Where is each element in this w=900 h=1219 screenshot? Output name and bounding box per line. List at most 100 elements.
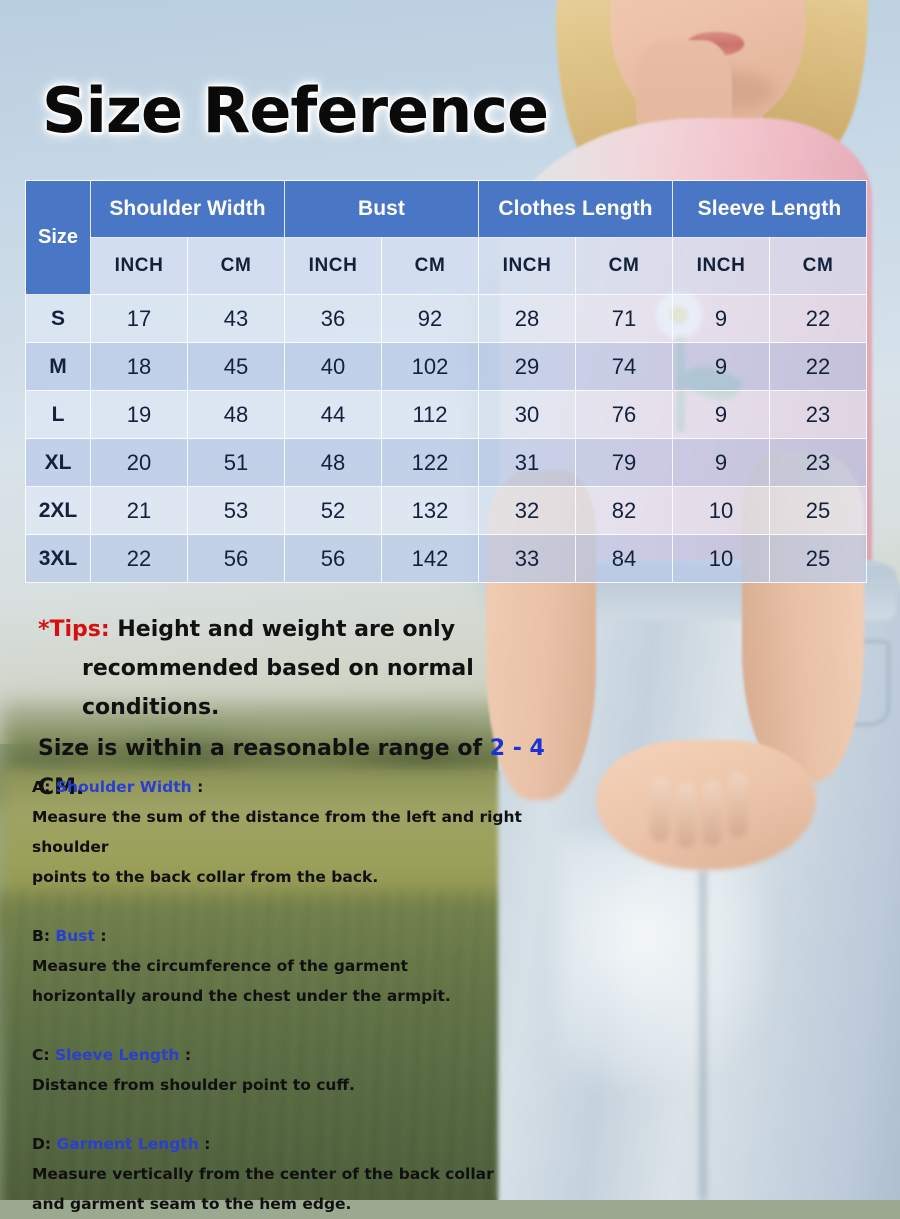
cell-value: 79 [575, 438, 673, 487]
cell-value: 142 [381, 534, 479, 583]
cell-value: 102 [381, 342, 479, 391]
note-key: Shoulder Width [55, 778, 192, 796]
table-row: L 19 48 44 112 30 76 9 23 [25, 390, 867, 439]
cell-value: 19 [90, 390, 188, 439]
size-note-after: CM. [38, 775, 85, 800]
note-key: Garment Length [56, 1135, 199, 1153]
cell-value: 20 [90, 438, 188, 487]
header-row-units: INCH CM INCH CM INCH CM INCH CM [26, 237, 867, 295]
note-heading: B: Bust : [32, 921, 592, 951]
cell-size: XL [25, 438, 91, 487]
tips-line-1: *Tips: Height and weight are only [38, 610, 558, 649]
cell-value: 22 [769, 294, 867, 343]
size-reference-table: Size Shoulder Width Bust Clothes Length … [25, 180, 867, 583]
note-body-line-1: Measure the circumference of the garment [32, 957, 409, 975]
cell-value: 52 [284, 486, 382, 535]
cell-value: 71 [575, 294, 673, 343]
table-row: 3XL 22 56 56 142 33 84 10 25 [25, 534, 867, 583]
cell-size: 3XL [25, 534, 91, 583]
cell-value: 21 [90, 486, 188, 535]
cell-value: 43 [187, 294, 285, 343]
cell-value: 56 [187, 534, 285, 583]
note-letter: D: [32, 1135, 52, 1153]
cell-value: 53 [187, 486, 285, 535]
note-colon: : [184, 1046, 192, 1064]
cell-size: L [25, 390, 91, 439]
note-block-b: B: Bust : Measure the circumference of t… [32, 921, 592, 1011]
cell-value: 25 [769, 534, 867, 583]
cell-size: S [25, 294, 91, 343]
cell-value: 36 [284, 294, 382, 343]
cell-value: 17 [90, 294, 188, 343]
cell-value: 48 [187, 390, 285, 439]
note-letter: A: [32, 778, 51, 796]
cell-value: 40 [284, 342, 382, 391]
header-group-clothes-length: Clothes Length [478, 180, 673, 238]
note-body-line-2: points to the back collar from the back. [32, 868, 379, 886]
cell-value: 10 [672, 534, 770, 583]
cell-value: 25 [769, 486, 867, 535]
table-row: M 18 45 40 102 29 74 9 22 [25, 342, 867, 391]
jeans-seam [700, 870, 706, 1200]
page-title: Size Reference [42, 74, 549, 147]
header-unit-sleeve-inch: INCH [672, 237, 770, 295]
cell-value: 30 [478, 390, 576, 439]
cell-value: 82 [575, 486, 673, 535]
note-body-line-1: Distance from shoulder point to cuff. [32, 1076, 355, 1094]
table-head: Size Shoulder Width Bust Clothes Length … [25, 180, 867, 295]
cell-value: 76 [575, 390, 673, 439]
note-colon: : [197, 778, 204, 796]
cell-value: 10 [672, 486, 770, 535]
note-key: Sleeve Length [54, 1046, 180, 1064]
tips-text-1: Height and weight are only [117, 617, 456, 642]
cell-value: 56 [284, 534, 382, 583]
header-unit-shoulder-cm: CM [187, 237, 285, 295]
note-body-line-1: Measure vertically from the center of th… [32, 1165, 494, 1183]
cell-value: 122 [381, 438, 479, 487]
header-group-bust: Bust [284, 180, 479, 238]
cell-value: 132 [381, 486, 479, 535]
cell-value: 48 [284, 438, 382, 487]
cell-value: 9 [672, 390, 770, 439]
note-colon: : [204, 1135, 211, 1153]
header-row-groups: Size Shoulder Width Bust Clothes Length … [25, 180, 867, 295]
finger [702, 780, 722, 846]
cell-value: 9 [672, 342, 770, 391]
cell-value: 51 [187, 438, 285, 487]
header-unit-bust-cm: CM [381, 237, 479, 295]
note-colon: : [100, 927, 107, 945]
table-row: S 17 43 36 92 28 71 9 22 [25, 294, 867, 343]
note-body-line-1: Measure the sum of the distance from the… [32, 808, 522, 856]
header-group-sleeve-length: Sleeve Length [672, 180, 867, 238]
size-note-range: 2 - 4 [489, 736, 545, 761]
tips-size-note: Size is within a reasonable range of 2 -… [38, 729, 558, 807]
cell-value: 31 [478, 438, 576, 487]
cell-value: 28 [478, 294, 576, 343]
note-block-a: A: Shoulder Width : Measure the sum of t… [32, 772, 592, 892]
cell-value: 33 [478, 534, 576, 583]
cell-value: 22 [90, 534, 188, 583]
header-unit-shoulder-inch: INCH [90, 237, 188, 295]
table-body: S 17 43 36 92 28 71 9 22 M 18 45 40 102 … [25, 294, 867, 583]
cell-value: 29 [478, 342, 576, 391]
cell-value: 112 [381, 390, 479, 439]
note-block-d: D: Garment Length : Measure vertically f… [32, 1129, 592, 1219]
cell-value: 22 [769, 342, 867, 391]
size-note-before: Size is within a reasonable range of [38, 736, 483, 761]
note-letter: B: [32, 927, 51, 945]
table-row: 2XL 21 53 52 132 32 82 10 25 [25, 486, 867, 535]
cell-value: 92 [381, 294, 479, 343]
cell-size: M [25, 342, 91, 391]
note-heading: D: Garment Length : [32, 1129, 592, 1159]
tips-text-3: conditions. [82, 695, 220, 720]
tips-section: *Tips: Height and weight are only recomm… [38, 610, 558, 807]
cell-value: 18 [90, 342, 188, 391]
header-unit-clothes-cm: CM [575, 237, 673, 295]
header-size: Size [25, 180, 91, 295]
header-group-shoulder-width: Shoulder Width [90, 180, 285, 238]
cell-value: 23 [769, 438, 867, 487]
note-body-line-2: and garment seam to the hem edge. [32, 1195, 352, 1213]
header-unit-bust-inch: INCH [284, 237, 382, 295]
cell-value: 74 [575, 342, 673, 391]
table-row: XL 20 51 48 122 31 79 9 23 [25, 438, 867, 487]
